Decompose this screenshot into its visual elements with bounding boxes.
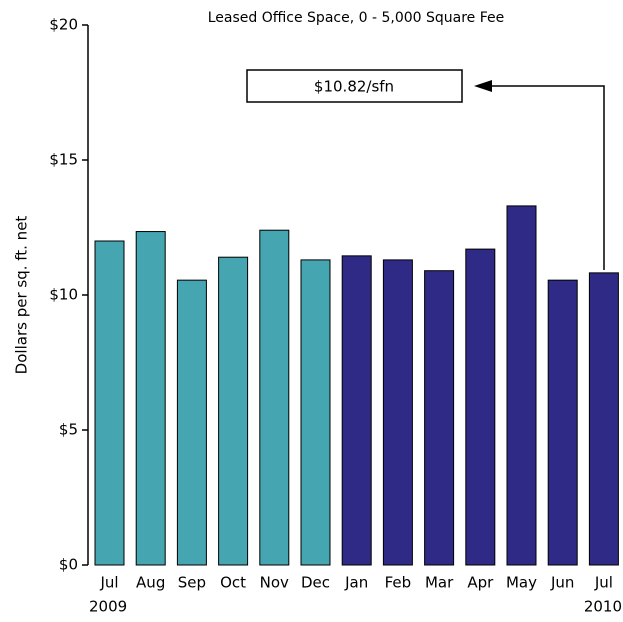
chart-title: Leased Office Space, 0 - 5,000 Square Fe…: [208, 10, 505, 26]
bar: [547, 279, 578, 566]
x-tick-label: Mar: [425, 574, 454, 592]
y-tick-label: $10: [49, 286, 78, 304]
x-tick-label: Jul: [594, 574, 613, 592]
y-tick-label: $20: [49, 16, 78, 34]
bar: [218, 256, 249, 566]
bar: [259, 229, 290, 566]
annotation-box: [246, 69, 463, 103]
y-tick-label: $5: [59, 421, 78, 439]
bar: [341, 255, 372, 566]
x-tick-label: Apr: [467, 574, 494, 592]
x-tick-label: Jan: [344, 574, 368, 592]
bar: [588, 272, 619, 566]
y-axis-label: Dollars per sq. ft. net: [13, 216, 31, 375]
x-tick-label: Oct: [220, 574, 246, 592]
annotation: $10.82/sfn: [314, 78, 394, 96]
arrow-head: [474, 80, 492, 92]
x-tick-label: Jun: [550, 574, 574, 592]
bar: [300, 259, 331, 566]
x-tick-sublabel: 2010: [584, 598, 622, 616]
x-tick-sublabel: 2009: [89, 598, 127, 616]
x-tick-label: May: [506, 574, 537, 592]
x-tick-label: Jul: [99, 574, 118, 592]
bar: [94, 240, 125, 566]
bar: [424, 270, 455, 566]
bar: [382, 259, 413, 566]
bar: [506, 205, 537, 566]
y-tick-label: $0: [59, 556, 78, 574]
x-tick-label: Nov: [260, 574, 289, 592]
annotation-arrow: [490, 85, 605, 270]
x-tick-label: Dec: [301, 574, 330, 592]
x-tick-label: Feb: [385, 574, 412, 592]
bar: [465, 248, 496, 566]
bar: [135, 231, 166, 566]
y-tick-label: $15: [49, 151, 78, 169]
x-tick-label: Aug: [136, 574, 165, 592]
x-tick-label: Sep: [178, 574, 206, 592]
bar: [176, 279, 207, 566]
